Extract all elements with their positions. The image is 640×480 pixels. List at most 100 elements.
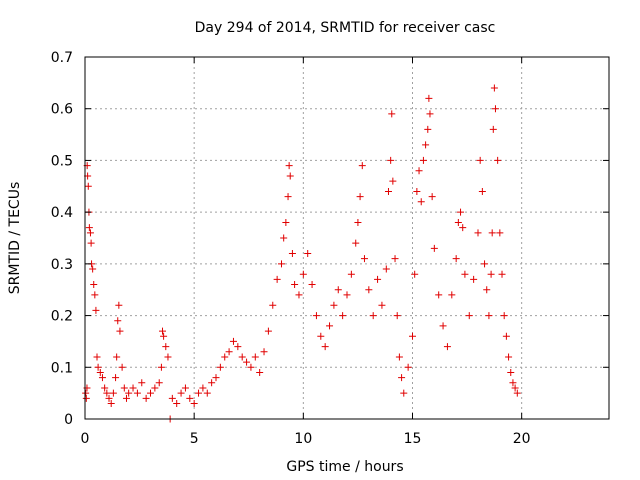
data-point <box>280 234 288 242</box>
data-point <box>199 384 207 392</box>
data-point <box>400 389 408 397</box>
data-point <box>509 379 517 387</box>
data-point <box>142 394 150 402</box>
x-axis-label: GPS time / hours <box>286 459 403 475</box>
y-tick-label: 0.5 <box>51 153 73 169</box>
data-point <box>82 389 90 397</box>
data-point <box>430 244 438 252</box>
data-point <box>256 368 264 376</box>
data-point <box>330 301 338 309</box>
data-point <box>101 384 109 392</box>
data-point <box>147 389 154 397</box>
data-point <box>260 348 268 356</box>
data-point <box>103 389 111 397</box>
data-point <box>354 218 362 226</box>
data-point <box>317 332 325 340</box>
data-point <box>356 193 364 201</box>
data-point <box>112 374 120 382</box>
data-point <box>94 363 102 371</box>
data-point <box>190 399 198 407</box>
y-tick-label: 0.1 <box>51 360 73 376</box>
data-point <box>295 291 303 299</box>
data-point <box>452 255 460 263</box>
chart-title: Day 294 of 2014, SRMTID for receiver cas… <box>195 20 496 36</box>
data-point <box>273 275 281 283</box>
data-point <box>334 286 342 294</box>
data-point <box>496 229 504 237</box>
data-point <box>162 343 170 351</box>
data-point <box>343 291 351 299</box>
data-point <box>382 265 390 273</box>
data-point <box>419 156 427 164</box>
data-point <box>417 198 425 206</box>
data-point <box>395 353 403 361</box>
data-point <box>498 270 506 278</box>
data-point <box>195 389 203 397</box>
data-point <box>243 358 251 366</box>
data-point <box>247 363 255 371</box>
data-point <box>284 193 292 201</box>
data-point <box>181 384 189 392</box>
data-point <box>264 327 272 335</box>
data-point <box>387 156 395 164</box>
data-point <box>120 384 128 392</box>
data-point <box>454 218 462 226</box>
plot-frame <box>84 56 610 420</box>
data-point <box>513 389 521 397</box>
data-point <box>122 394 130 402</box>
x-tick-label: 10 <box>294 431 312 447</box>
data-point <box>89 265 97 273</box>
data-point <box>465 312 473 320</box>
data-point <box>308 281 316 289</box>
data-point <box>404 363 412 371</box>
data-point <box>487 270 495 278</box>
data-point <box>388 110 396 118</box>
data-point <box>157 363 165 371</box>
data-point <box>494 156 502 164</box>
data-point <box>481 260 489 268</box>
y-tick-label: 0.4 <box>51 205 73 221</box>
data-point <box>133 389 141 397</box>
data-point <box>439 322 447 330</box>
data-point <box>321 343 329 351</box>
data-point <box>393 312 401 320</box>
data-point <box>426 110 434 118</box>
data-point <box>488 229 496 237</box>
data-point <box>288 250 296 258</box>
data-point <box>84 182 92 190</box>
data-point <box>490 84 498 92</box>
data-point <box>425 94 433 102</box>
y-axis-label: SRMTID / TECUs <box>7 182 23 295</box>
data-point <box>92 306 100 314</box>
axis-ticks <box>84 56 609 420</box>
data-point <box>82 394 90 402</box>
data-point <box>483 286 491 294</box>
data-point <box>105 394 113 402</box>
data-point <box>159 327 167 335</box>
data-point <box>138 379 146 387</box>
data-point <box>360 255 368 263</box>
data-point <box>435 291 443 299</box>
data-point <box>285 162 293 170</box>
grid-lines <box>85 57 609 419</box>
data-point <box>411 270 419 278</box>
data-point <box>90 281 98 289</box>
x-tick-label: 5 <box>190 431 199 447</box>
data-point <box>448 291 456 299</box>
data-point <box>282 218 290 226</box>
data-point <box>87 239 95 247</box>
y-tick-label: 0.3 <box>51 257 73 273</box>
data-point <box>208 379 216 387</box>
data-points <box>82 84 521 423</box>
x-tick-label: 15 <box>404 431 422 447</box>
data-point <box>93 353 101 361</box>
data-point <box>125 389 133 397</box>
x-tick-label: 20 <box>513 431 531 447</box>
data-point <box>413 187 421 195</box>
data-point <box>339 312 347 320</box>
data-point <box>478 187 486 195</box>
y-tick-label: 0.2 <box>51 309 73 325</box>
x-tick-label: 0 <box>81 431 90 447</box>
data-point <box>428 193 436 201</box>
